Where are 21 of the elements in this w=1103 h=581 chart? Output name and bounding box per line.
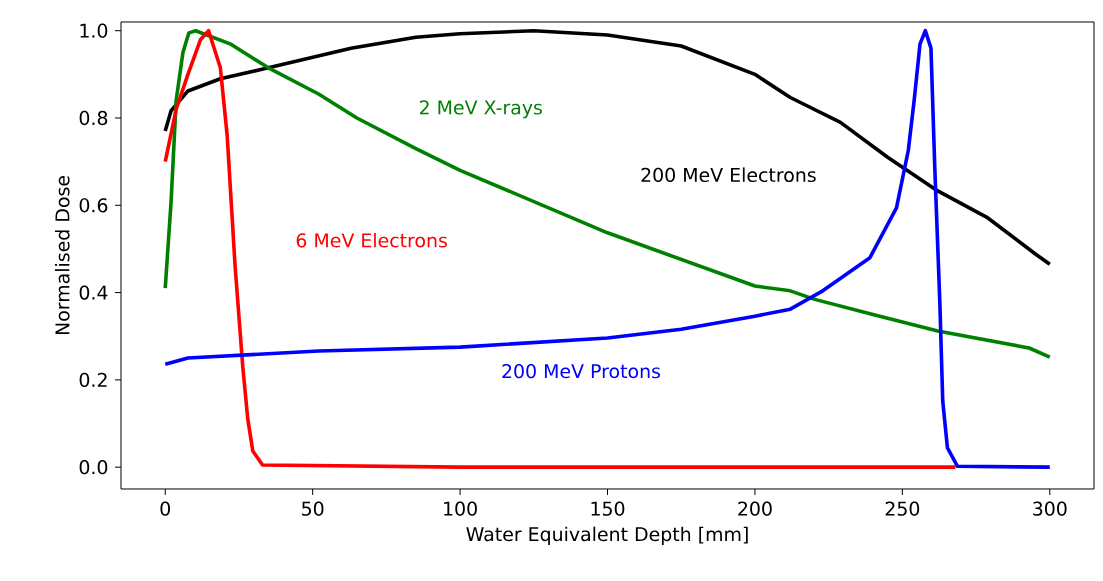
line-series: [163, 28, 1052, 267]
y-tick-label: 0.6: [79, 198, 108, 213]
x-tick-label: 150: [591, 501, 625, 516]
series-label: 2 MeV X-rays: [419, 100, 542, 119]
y-axis-title: Normalised Dose: [54, 176, 70, 335]
y-tick-label: 0.8: [79, 110, 108, 126]
text: 6 MeV Electrons: [296, 232, 447, 248]
line-series: [163, 28, 1052, 359]
x-tick-label: 200: [738, 501, 772, 516]
y-tick-label: 0.0: [79, 460, 108, 475]
x-tick-label: 50: [302, 501, 324, 516]
x-axis-title: Water Equivalent Depth [mm]: [466, 526, 748, 545]
x-tick-label: 300: [1033, 501, 1067, 516]
y-tick-label: 1.0: [80, 23, 108, 38]
series-label: 200 MeV Protons: [502, 363, 661, 379]
text: 200 MeV Electrons: [641, 167, 816, 183]
y-tick-label: 0.4: [79, 285, 108, 300]
x-tick-label: 0: [160, 501, 170, 516]
x-tick-label: 100: [444, 501, 477, 516]
y-tick-label: 0.2: [79, 372, 107, 388]
x-tick-label: 250: [885, 501, 920, 516]
